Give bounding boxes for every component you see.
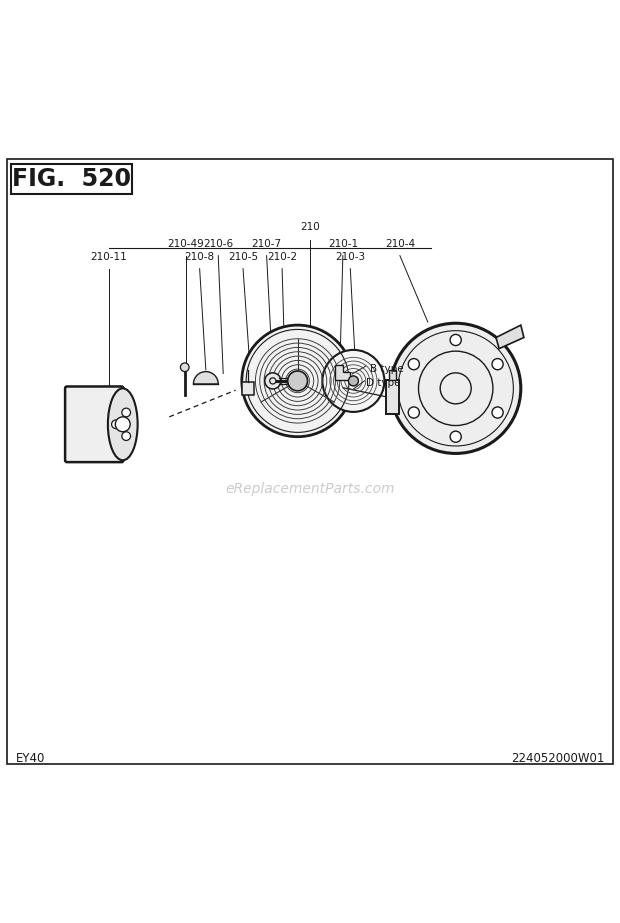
Circle shape [115, 417, 130, 432]
Text: FIG.  520: FIG. 520 [12, 167, 131, 191]
Bar [11, 164, 132, 194]
Circle shape [492, 358, 503, 370]
Bar [386, 379, 399, 414]
Circle shape [112, 420, 120, 428]
Circle shape [391, 323, 521, 453]
Circle shape [265, 373, 281, 389]
Circle shape [122, 408, 131, 417]
Text: 210-8: 210-8 [185, 252, 215, 262]
Text: 210-5: 210-5 [228, 252, 258, 262]
Polygon shape [335, 365, 350, 380]
Circle shape [348, 376, 358, 386]
Text: eReplacementParts.com: eReplacementParts.com [225, 483, 395, 497]
Bar [242, 381, 254, 395]
Text: 210-11: 210-11 [90, 252, 127, 262]
Polygon shape [496, 325, 524, 349]
Ellipse shape [108, 389, 138, 461]
Text: 224052000W01: 224052000W01 [511, 752, 604, 765]
Circle shape [122, 432, 131, 440]
Text: B type: B type [370, 364, 403, 374]
Circle shape [408, 407, 419, 418]
Wedge shape [193, 372, 218, 384]
Circle shape [408, 358, 419, 370]
Bar [389, 370, 396, 379]
Circle shape [398, 330, 513, 446]
Text: 210-2: 210-2 [267, 252, 297, 262]
Text: 210-6: 210-6 [203, 239, 233, 249]
Circle shape [450, 431, 461, 442]
Text: 210: 210 [300, 222, 320, 232]
Circle shape [180, 363, 189, 372]
Text: 210-1: 210-1 [328, 239, 358, 249]
Text: 210-3: 210-3 [335, 252, 365, 262]
Circle shape [450, 334, 461, 345]
Text: 210-4: 210-4 [385, 239, 415, 249]
FancyBboxPatch shape [65, 387, 123, 462]
Text: 210-49: 210-49 [167, 239, 205, 249]
Circle shape [322, 350, 384, 412]
Text: D type: D type [366, 378, 401, 388]
Circle shape [242, 325, 353, 437]
Circle shape [492, 407, 503, 418]
Text: 210-7: 210-7 [252, 239, 281, 249]
Text: EY40: EY40 [16, 752, 45, 765]
Circle shape [288, 371, 308, 390]
